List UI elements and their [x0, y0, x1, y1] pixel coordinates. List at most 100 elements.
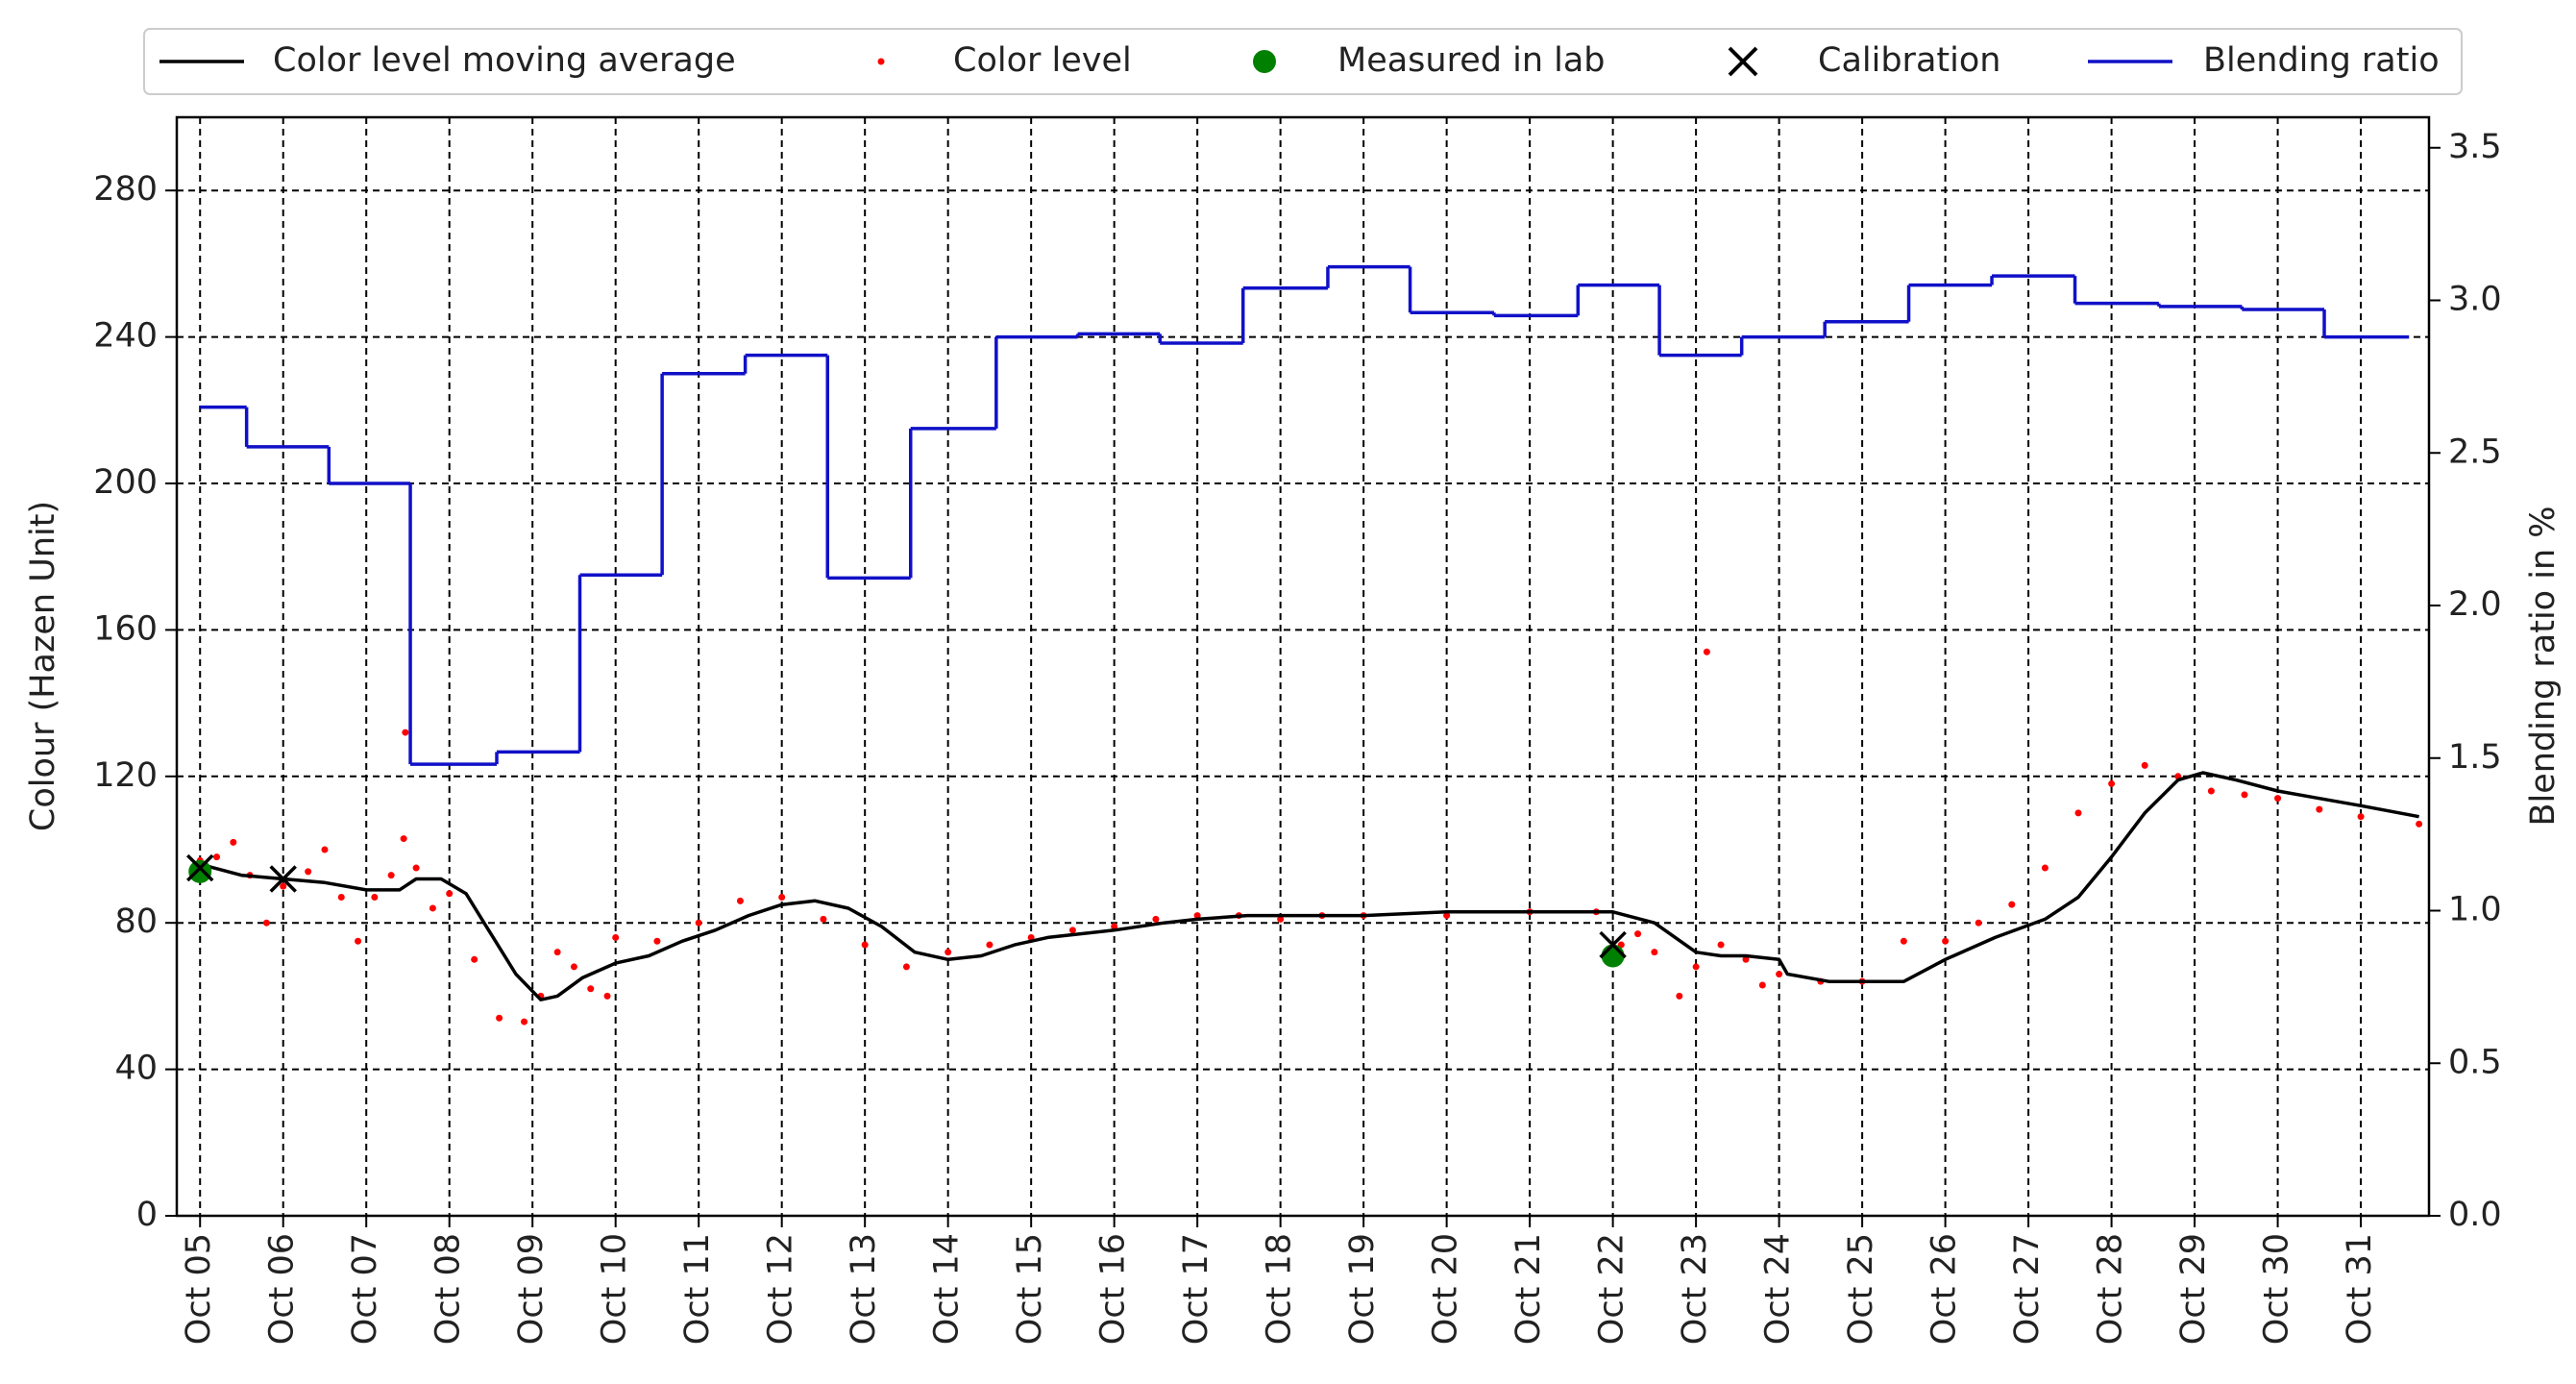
- y2-tick-label: 2.5: [2448, 432, 2502, 471]
- color-point: [2241, 791, 2248, 799]
- color-point: [986, 941, 994, 949]
- y2-tick-label: 1.0: [2448, 891, 2502, 929]
- color-point: [736, 897, 744, 904]
- x-tick-label: Oct 29: [2174, 1233, 2213, 1345]
- y2-tick-label: 1.5: [2448, 738, 2502, 777]
- color-point: [1692, 963, 1700, 971]
- color-point: [471, 955, 478, 963]
- color-point: [1443, 912, 1451, 920]
- color-point: [337, 894, 345, 902]
- color-point: [305, 868, 312, 876]
- legend-box: [143, 28, 2463, 95]
- color-point: [1717, 941, 1725, 949]
- color-point: [945, 949, 952, 956]
- color-point: [612, 933, 620, 941]
- color-point: [1634, 930, 1642, 938]
- x-tick-label: Oct 13: [845, 1233, 883, 1345]
- color-point: [1776, 971, 1783, 978]
- color-point: [213, 853, 221, 861]
- legend-label: Blending ratio: [2203, 41, 2440, 80]
- color-point: [2108, 779, 2116, 787]
- color-point: [570, 963, 577, 971]
- color-point: [1742, 955, 1750, 963]
- x-tick-label: Oct 22: [1593, 1233, 1631, 1345]
- x-tick-label: Oct 23: [1676, 1233, 1714, 1345]
- color-point: [2141, 761, 2148, 769]
- legend-handle: [1253, 50, 1276, 73]
- y2-tick-label: 0.5: [2448, 1043, 2502, 1081]
- lab-point: [1601, 944, 1625, 968]
- color-point: [2357, 813, 2365, 821]
- x-tick-label: Oct 26: [1926, 1233, 1964, 1345]
- y2-tick-label: 2.0: [2448, 585, 2502, 624]
- color-point: [1068, 927, 1076, 934]
- x-tick-label: Oct 27: [2008, 1233, 2047, 1345]
- x-tick-label: Oct 09: [512, 1233, 551, 1345]
- color-point: [262, 919, 270, 927]
- legend-label: Measured in lab: [1337, 41, 1606, 80]
- x-tick-label: Oct 18: [1261, 1233, 1299, 1345]
- x-tick-label: Oct 14: [928, 1233, 967, 1345]
- x-tick-label: Oct 30: [2258, 1233, 2296, 1345]
- color-point: [521, 1018, 528, 1026]
- color-point: [355, 937, 362, 945]
- y-axis-label: Colour (Hazen Unit): [24, 501, 62, 831]
- legend-label: Color level moving average: [273, 41, 736, 80]
- color-point: [695, 919, 702, 927]
- color-point: [496, 1014, 503, 1022]
- color-point: [2274, 795, 2282, 803]
- color-point: [778, 894, 786, 902]
- y2-tick-label: 3.0: [2448, 281, 2502, 319]
- color-point: [446, 890, 454, 898]
- x-tick-label: Oct 12: [762, 1233, 800, 1345]
- x-tick-label: Oct 07: [346, 1233, 384, 1345]
- legend-label: Color level: [953, 41, 1132, 80]
- x-tick-label: Oct 25: [1842, 1233, 1880, 1345]
- color-point: [1651, 949, 1658, 956]
- color-point: [429, 904, 436, 912]
- x-tick-label: Oct 17: [1177, 1233, 1215, 1345]
- legend-handle: [1728, 46, 1758, 77]
- x-tick-label: Oct 24: [1759, 1233, 1798, 1345]
- x-tick-label: Oct 15: [1011, 1233, 1049, 1345]
- color-point: [1111, 923, 1118, 930]
- calibration-mark: [185, 853, 214, 882]
- color-point: [553, 949, 561, 956]
- color-point: [1193, 912, 1201, 920]
- moving-average-line: [199, 771, 2419, 1001]
- y-tick-label: 40: [114, 1050, 158, 1088]
- color-point: [1703, 648, 1710, 655]
- color-point: [1942, 937, 1950, 945]
- y-tick-label: 0: [136, 1196, 158, 1234]
- color-point: [587, 985, 595, 993]
- color-point: [2316, 805, 2323, 813]
- y2-tick-label: 3.5: [2448, 128, 2502, 166]
- y-tick-label: 160: [93, 609, 158, 648]
- color-point: [603, 992, 611, 1000]
- y-tick-label: 80: [114, 902, 158, 941]
- color-point: [280, 882, 287, 890]
- color-point: [2074, 809, 2082, 817]
- color-point: [902, 963, 910, 971]
- legend-label: Calibration: [1818, 41, 2000, 80]
- color-point: [1758, 981, 1766, 989]
- x-tick-label: Oct 20: [1427, 1233, 1465, 1345]
- y-tick-label: 120: [93, 756, 158, 795]
- y-tick-label: 240: [93, 317, 158, 356]
- x-tick-label: Oct 21: [1509, 1233, 1548, 1345]
- color-point: [820, 915, 827, 923]
- color-point: [1152, 915, 1160, 923]
- color-point: [1277, 915, 1285, 923]
- color-point: [1676, 992, 1683, 1000]
- x-tick-label: Oct 28: [2092, 1233, 2130, 1345]
- calibration-mark: [1599, 930, 1627, 959]
- plot-frame: [175, 115, 2431, 1218]
- color-point: [653, 937, 661, 945]
- x-tick-label: Oct 19: [1343, 1233, 1382, 1345]
- y2-tick-label: 0.0: [2448, 1196, 2502, 1234]
- lab-point: [188, 859, 212, 883]
- color-point: [412, 864, 420, 872]
